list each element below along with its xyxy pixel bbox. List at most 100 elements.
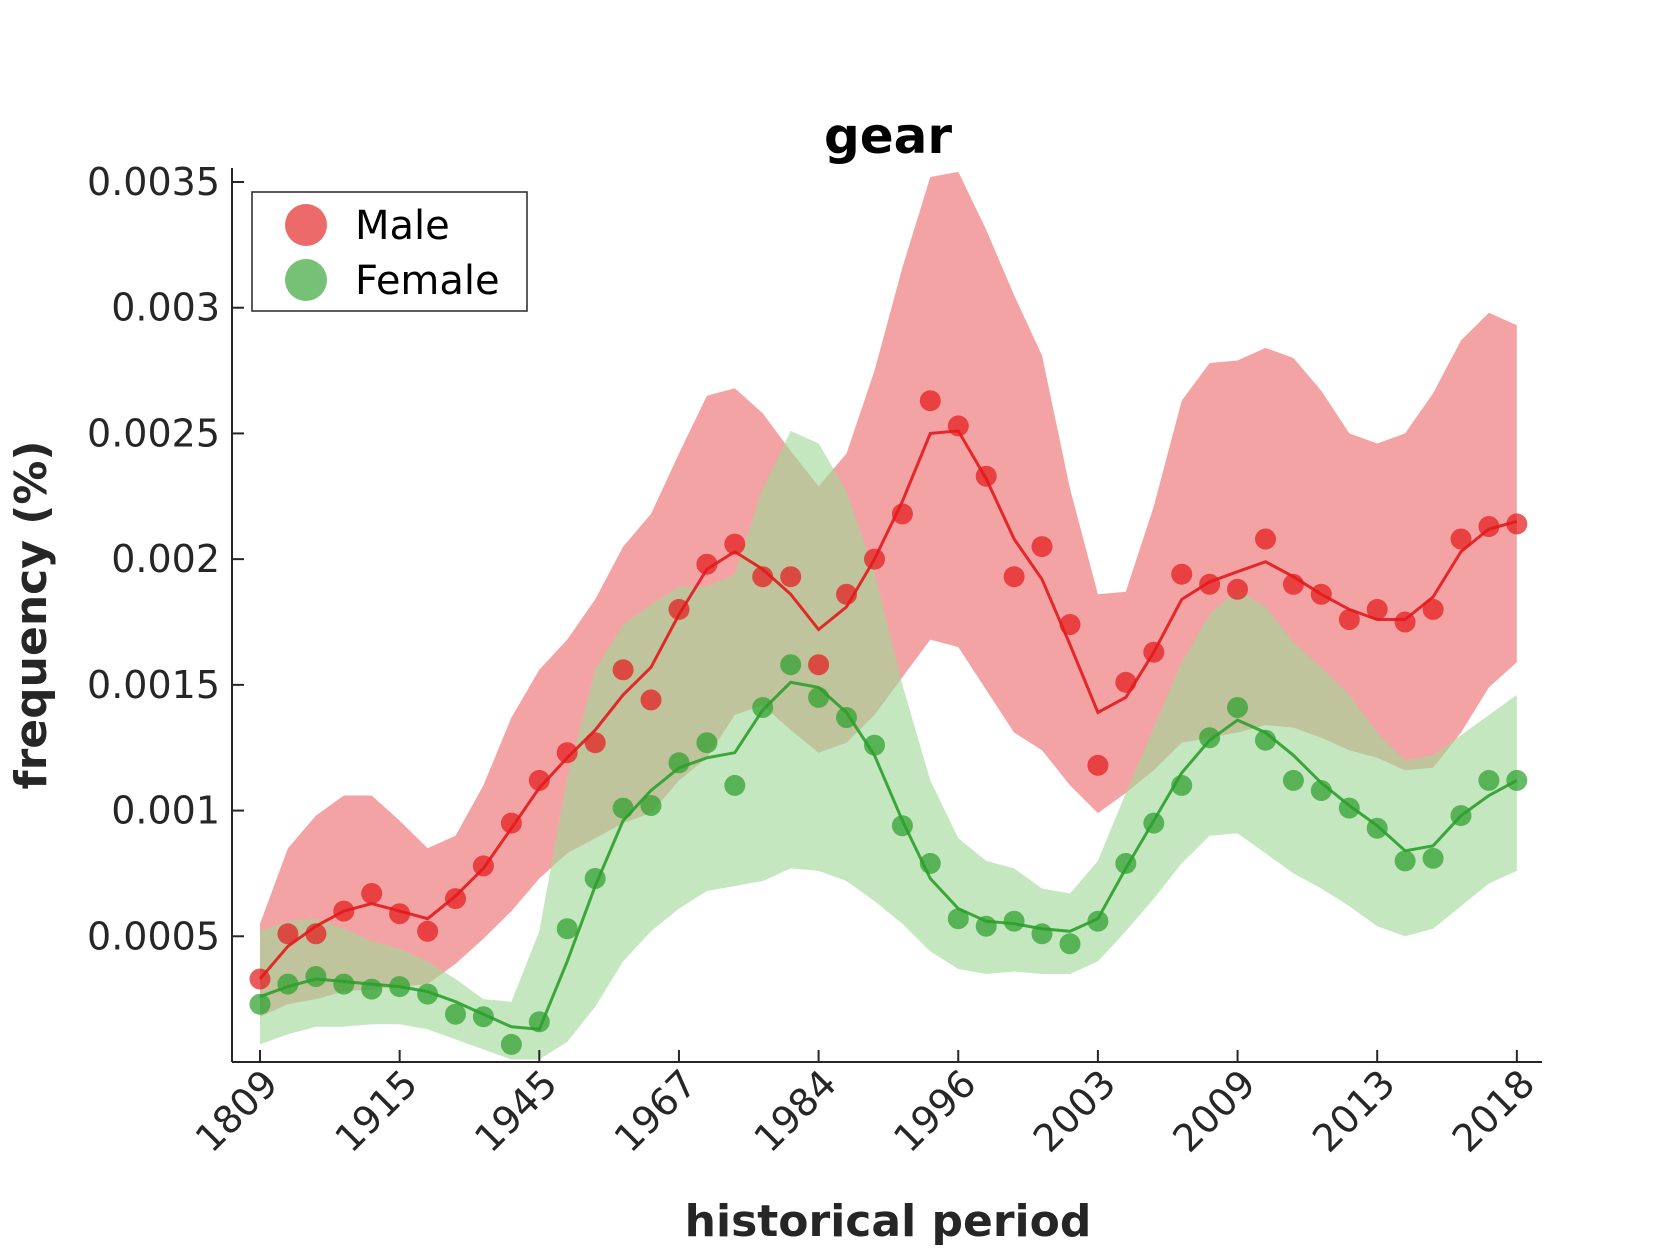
point-female-24 bbox=[891, 815, 913, 837]
point-male-23 bbox=[864, 548, 885, 570]
point-male-32 bbox=[1115, 671, 1137, 693]
point-male-31 bbox=[1087, 754, 1109, 776]
point-male-34 bbox=[1171, 563, 1193, 585]
point-male-20 bbox=[780, 566, 802, 588]
legend: Male Female bbox=[251, 191, 528, 312]
plot-area bbox=[249, 171, 1528, 1060]
point-male-39 bbox=[1310, 583, 1332, 605]
point-male-22 bbox=[836, 583, 857, 605]
point-male-26 bbox=[947, 415, 969, 437]
point-female-8 bbox=[445, 1003, 466, 1025]
y-tick-label: 0.002 bbox=[111, 537, 220, 581]
point-male-46 bbox=[1506, 513, 1528, 535]
y-tick-label: 0.0005 bbox=[87, 914, 220, 958]
point-male-41 bbox=[1366, 598, 1388, 620]
point-female-44 bbox=[1450, 805, 1472, 827]
y-tick-label: 0.003 bbox=[111, 286, 220, 330]
point-female-34 bbox=[1171, 774, 1193, 796]
point-female-46 bbox=[1506, 769, 1528, 791]
point-male-12 bbox=[556, 742, 578, 764]
point-female-16 bbox=[668, 752, 690, 774]
point-male-25 bbox=[919, 390, 941, 412]
point-female-33 bbox=[1143, 812, 1165, 834]
point-female-23 bbox=[864, 734, 885, 756]
point-female-15 bbox=[640, 795, 662, 816]
point-male-37 bbox=[1255, 528, 1276, 550]
point-female-35 bbox=[1199, 727, 1221, 749]
point-male-40 bbox=[1338, 609, 1360, 630]
legend-label-male: Male bbox=[355, 203, 450, 249]
point-male-21 bbox=[808, 654, 830, 676]
y-tick-label: 0.0035 bbox=[87, 160, 220, 204]
point-female-13 bbox=[584, 868, 606, 889]
point-male-28 bbox=[1003, 566, 1025, 588]
y-tick-label: 0.0025 bbox=[87, 411, 220, 455]
line-male bbox=[258, 429, 1518, 980]
y-ticks: 0.0005 0.001 0.0015 0.002 0.0025 0.003 0.0035 bbox=[87, 160, 244, 958]
point-male-29 bbox=[1031, 536, 1053, 558]
chart-title: gear bbox=[824, 107, 952, 165]
point-male-8 bbox=[445, 888, 466, 910]
y-tick-label: 0.0015 bbox=[87, 663, 220, 707]
point-female-32 bbox=[1115, 852, 1137, 874]
point-male-10 bbox=[500, 812, 522, 834]
point-male-9 bbox=[472, 855, 494, 877]
point-female-5 bbox=[361, 978, 383, 1000]
point-female-27 bbox=[975, 915, 997, 937]
point-female-4 bbox=[333, 973, 355, 995]
point-female-7 bbox=[417, 983, 439, 1005]
point-female-17 bbox=[696, 732, 718, 754]
point-female-14 bbox=[612, 797, 634, 819]
line-female bbox=[259, 680, 1518, 1031]
x-axis-label: historical period bbox=[685, 1196, 1092, 1247]
point-female-19 bbox=[752, 697, 774, 718]
point-male-24 bbox=[891, 503, 913, 525]
point-male-1 bbox=[249, 968, 271, 990]
point-male-2 bbox=[277, 923, 299, 945]
point-male-36 bbox=[1227, 578, 1248, 600]
point-male-18 bbox=[724, 533, 746, 555]
point-female-43 bbox=[1422, 847, 1444, 869]
point-female-22 bbox=[836, 707, 857, 728]
point-female-9 bbox=[472, 1006, 494, 1028]
band-female bbox=[260, 430, 1517, 1060]
point-female-42 bbox=[1394, 850, 1416, 872]
point-female-21 bbox=[808, 686, 830, 708]
point-male-42 bbox=[1394, 611, 1416, 633]
point-female-40 bbox=[1338, 797, 1360, 819]
point-female-3 bbox=[305, 966, 327, 987]
point-female-12 bbox=[556, 918, 578, 940]
point-male-44 bbox=[1450, 528, 1472, 550]
point-male-4 bbox=[333, 900, 355, 922]
series-points bbox=[249, 390, 1528, 1055]
point-female-45 bbox=[1478, 769, 1500, 791]
legend-label-female: Female bbox=[355, 258, 500, 304]
point-female-39 bbox=[1310, 780, 1332, 801]
legend-marker-male bbox=[285, 204, 327, 246]
point-male-38 bbox=[1282, 573, 1304, 595]
point-female-10 bbox=[500, 1033, 522, 1055]
point-female-31 bbox=[1087, 910, 1109, 932]
point-male-17 bbox=[696, 553, 718, 575]
point-female-1 bbox=[249, 993, 271, 1015]
point-female-2 bbox=[277, 973, 299, 995]
point-male-35 bbox=[1199, 573, 1221, 595]
point-female-28 bbox=[1003, 910, 1025, 932]
y-tick-label: 0.001 bbox=[111, 789, 220, 833]
point-male-27 bbox=[975, 465, 997, 487]
point-male-5 bbox=[361, 883, 383, 904]
y-axis-label: frequency (%) bbox=[6, 440, 57, 789]
confidence-bands bbox=[260, 171, 1517, 1060]
point-female-41 bbox=[1366, 817, 1388, 839]
point-male-6 bbox=[389, 903, 411, 925]
point-male-19 bbox=[752, 566, 774, 588]
point-male-43 bbox=[1422, 598, 1444, 620]
point-female-36 bbox=[1227, 697, 1248, 718]
point-male-11 bbox=[528, 769, 550, 791]
point-female-37 bbox=[1255, 729, 1276, 751]
point-female-30 bbox=[1059, 933, 1081, 955]
point-female-18 bbox=[724, 774, 746, 796]
point-female-29 bbox=[1031, 923, 1053, 945]
point-male-14 bbox=[612, 659, 634, 681]
